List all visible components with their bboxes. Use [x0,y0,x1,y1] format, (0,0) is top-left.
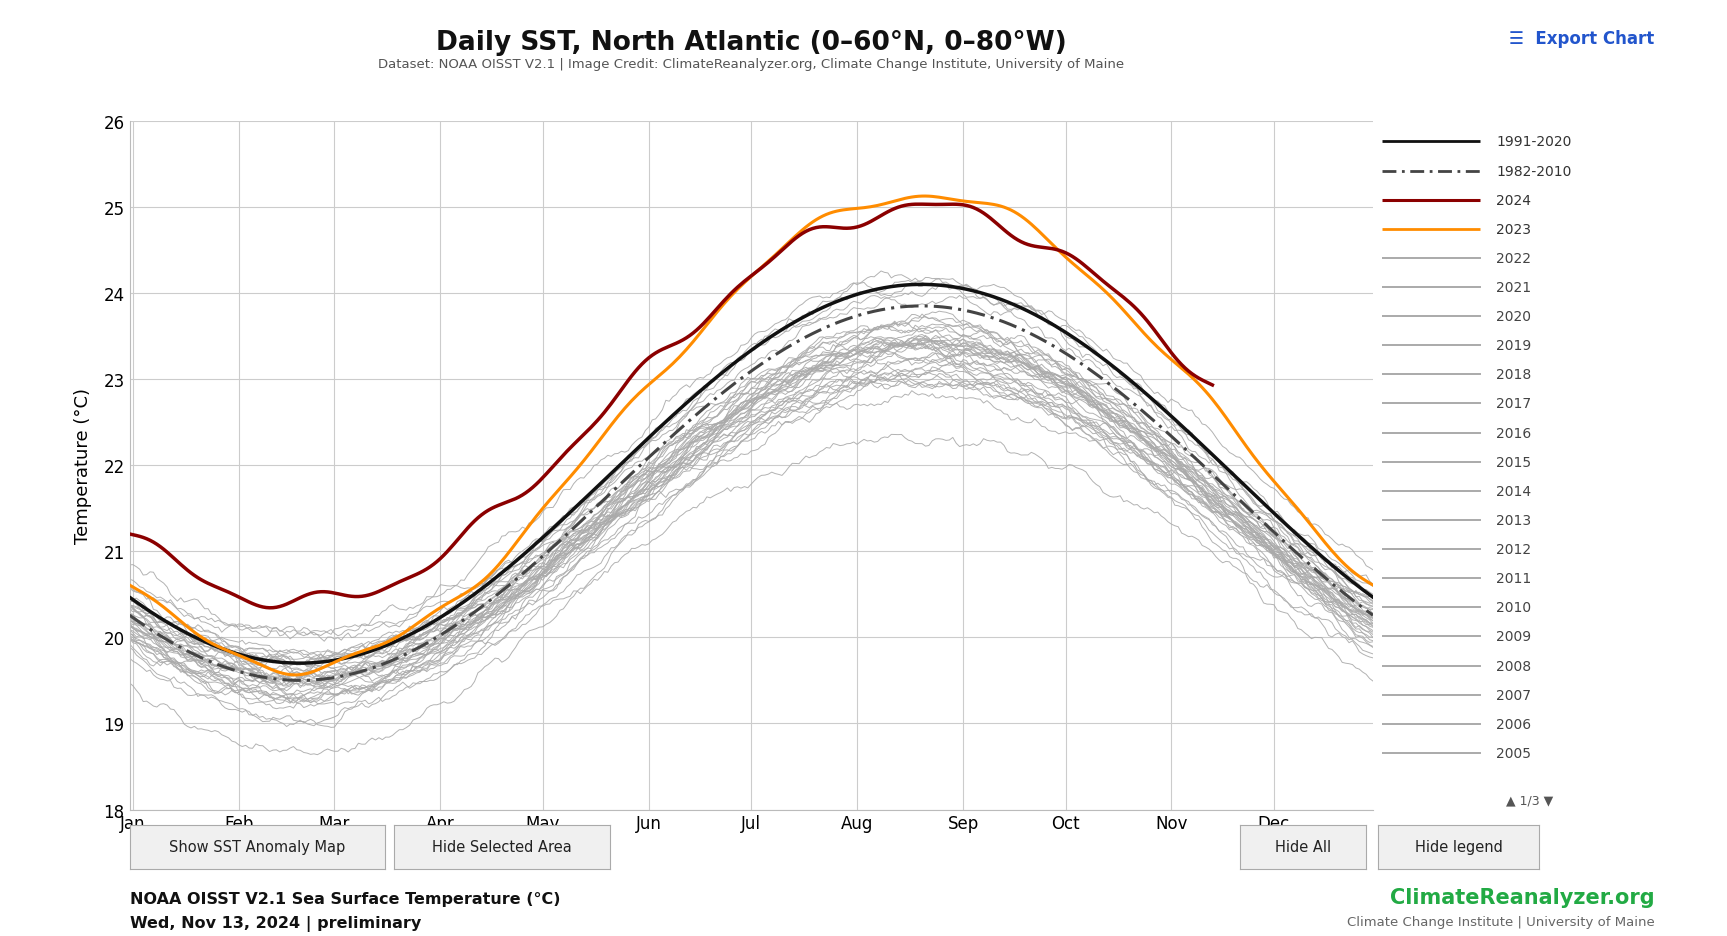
Text: 2021: 2021 [1496,281,1532,295]
Text: Hide legend: Hide legend [1414,840,1502,855]
Text: NOAA OISST V2.1 Sea Surface Temperature (°C): NOAA OISST V2.1 Sea Surface Temperature … [130,891,560,906]
Text: 2011: 2011 [1496,572,1532,586]
Text: 1991-2020: 1991-2020 [1496,136,1572,150]
Text: Hide All: Hide All [1275,840,1332,855]
Text: 2016: 2016 [1496,426,1532,440]
Text: Daily SST, North Atlantic (0–60°N, 0–80°W): Daily SST, North Atlantic (0–60°N, 0–80°… [435,30,1067,56]
Text: Show SST Anomaly Map: Show SST Anomaly Map [169,840,345,855]
Y-axis label: Temperature (°C): Temperature (°C) [74,388,92,544]
Text: 2022: 2022 [1496,252,1532,266]
Text: 2009: 2009 [1496,630,1532,644]
Text: 2018: 2018 [1496,368,1532,382]
Text: 2008: 2008 [1496,659,1532,673]
Text: 2024: 2024 [1496,194,1532,208]
Text: Hide Selected Area: Hide Selected Area [432,840,572,855]
Text: Wed, Nov 13, 2024 | preliminary: Wed, Nov 13, 2024 | preliminary [130,915,421,931]
Text: 2017: 2017 [1496,397,1532,411]
Text: 2007: 2007 [1496,688,1532,702]
Text: Climate Change Institute | University of Maine: Climate Change Institute | University of… [1347,915,1654,929]
Text: 2012: 2012 [1496,543,1532,557]
Text: 2015: 2015 [1496,455,1532,469]
Text: 1982-2010: 1982-2010 [1496,165,1572,179]
Text: 2020: 2020 [1496,310,1532,324]
Text: 2014: 2014 [1496,484,1532,498]
Text: ClimateReanalyzer.org: ClimateReanalyzer.org [1390,887,1654,907]
Text: 2006: 2006 [1496,717,1532,731]
Text: 2019: 2019 [1496,339,1532,353]
Text: 2010: 2010 [1496,601,1532,615]
Text: Dataset: NOAA OISST V2.1 | Image Credit: ClimateReanalyzer.org, Climate Change I: Dataset: NOAA OISST V2.1 | Image Credit:… [378,58,1124,71]
Text: ☰  Export Chart: ☰ Export Chart [1509,30,1654,48]
Text: ▲ 1/3 ▼: ▲ 1/3 ▼ [1506,793,1553,806]
Text: 2013: 2013 [1496,513,1532,527]
Text: 2023: 2023 [1496,223,1532,237]
Text: 2005: 2005 [1496,746,1532,760]
